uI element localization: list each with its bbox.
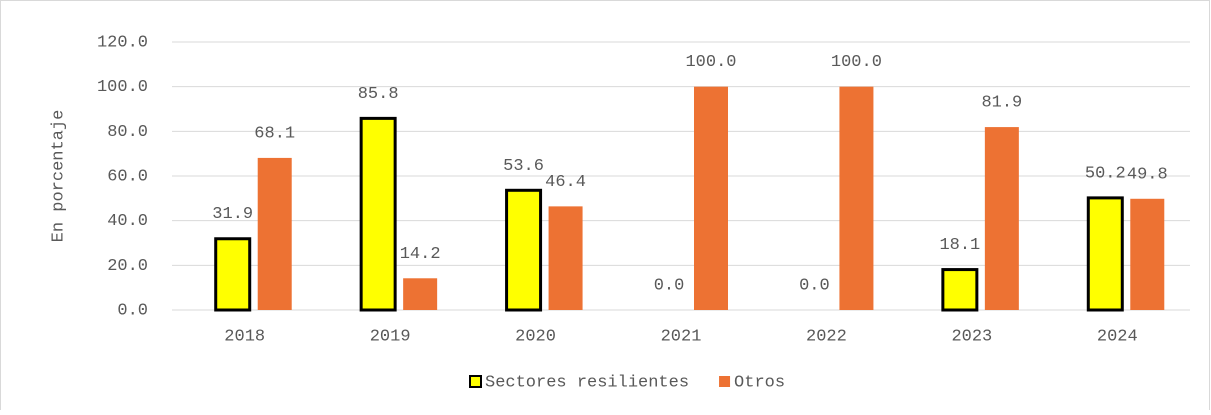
bar xyxy=(1086,196,1124,312)
bar xyxy=(839,86,874,311)
y-tick-label: 80.0 xyxy=(107,123,148,142)
value-label: 0.0 xyxy=(654,276,685,295)
value-label: 68.1 xyxy=(254,124,295,143)
x-tick-label: 2023 xyxy=(951,327,992,346)
x-tick-label: 2024 xyxy=(1097,327,1138,346)
y-tick-label: 100.0 xyxy=(97,78,148,97)
value-label: 85.8 xyxy=(358,85,399,104)
y-tick-label: 0.0 xyxy=(117,301,148,320)
x-tick-label: 2021 xyxy=(661,327,702,346)
value-label: 81.9 xyxy=(981,94,1022,113)
bar xyxy=(257,157,292,310)
value-label: 18.1 xyxy=(939,236,980,255)
x-tick-label: 2022 xyxy=(806,327,847,346)
bar xyxy=(505,188,543,312)
legend-label: Otros xyxy=(734,373,785,392)
y-tick-label: 40.0 xyxy=(107,212,148,231)
y-tick-label: 20.0 xyxy=(107,257,148,276)
bar xyxy=(941,268,979,312)
bar xyxy=(694,86,728,311)
y-tick-label: 60.0 xyxy=(107,167,148,186)
bar xyxy=(214,237,252,312)
x-tick-label: 2020 xyxy=(515,327,556,346)
bar xyxy=(548,206,583,310)
bar xyxy=(1130,198,1165,310)
value-label: 100.0 xyxy=(831,53,882,72)
legend-label: Sectores resilientes xyxy=(485,373,689,392)
legend-swatch xyxy=(469,375,482,388)
value-label: 14.2 xyxy=(400,245,441,264)
value-label: 46.4 xyxy=(545,173,586,192)
y-axis-label: En porcentaje xyxy=(49,110,68,243)
value-label: 100.0 xyxy=(685,53,736,72)
bar xyxy=(359,116,397,312)
y-tick-label: 120.0 xyxy=(97,33,148,52)
value-label: 31.9 xyxy=(212,205,253,224)
value-label: 50.2 xyxy=(1085,164,1126,183)
x-tick-label: 2018 xyxy=(224,327,265,346)
value-label: 49.8 xyxy=(1127,165,1168,184)
legend-swatch xyxy=(719,376,731,387)
x-tick-label: 2019 xyxy=(370,327,411,346)
bar xyxy=(984,127,1019,310)
value-label: 53.6 xyxy=(503,157,544,176)
bar xyxy=(403,278,438,310)
value-label: 0.0 xyxy=(799,276,830,295)
